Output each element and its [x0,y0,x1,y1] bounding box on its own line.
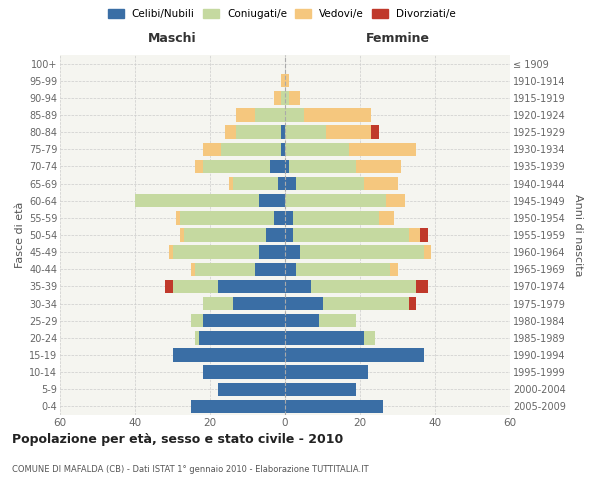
Bar [285,126,326,139]
Bar [424,246,431,259]
Bar [191,314,203,328]
Bar [203,142,221,156]
Bar [274,211,285,224]
Bar [285,160,289,173]
Bar [180,228,184,241]
Y-axis label: Fasce di età: Fasce di età [14,202,25,268]
Bar [285,331,364,344]
Bar [319,314,356,328]
Bar [293,211,379,224]
Bar [281,74,285,88]
Bar [285,382,356,396]
Bar [409,297,416,310]
Bar [296,177,364,190]
Bar [255,108,285,122]
Bar [390,262,398,276]
Bar [191,400,285,413]
Bar [285,211,293,224]
Bar [285,142,349,156]
Bar [323,297,409,310]
Bar [221,142,281,156]
Bar [169,246,173,259]
Bar [311,280,416,293]
Bar [285,366,367,379]
Bar [274,91,281,104]
Bar [293,228,409,241]
Bar [184,228,266,241]
Text: Maschi: Maschi [148,32,197,44]
Bar [270,160,285,173]
Bar [218,382,285,396]
Bar [277,177,285,190]
Bar [173,280,218,293]
Bar [135,194,259,207]
Y-axis label: Anni di nascita: Anni di nascita [572,194,583,276]
Bar [326,126,371,139]
Bar [281,142,285,156]
Bar [165,280,173,293]
Bar [173,348,285,362]
Bar [386,194,405,207]
Bar [173,246,259,259]
Bar [203,160,270,173]
Bar [349,142,416,156]
Bar [195,160,203,173]
Bar [296,262,390,276]
Bar [416,280,427,293]
Bar [285,228,293,241]
Bar [225,126,236,139]
Bar [195,331,199,344]
Legend: Celibi/Nubili, Coniugati/e, Vedovi/e, Divorziati/e: Celibi/Nubili, Coniugati/e, Vedovi/e, Di… [107,8,457,20]
Bar [300,246,424,259]
Bar [199,331,285,344]
Bar [285,177,296,190]
Bar [203,297,233,310]
Bar [236,126,281,139]
Bar [364,177,398,190]
Bar [285,297,323,310]
Bar [255,262,285,276]
Text: Popolazione per età, sesso e stato civile - 2010: Popolazione per età, sesso e stato civil… [12,432,343,446]
Bar [281,91,285,104]
Bar [259,194,285,207]
Bar [195,262,255,276]
Bar [203,366,285,379]
Bar [285,194,386,207]
Bar [420,228,427,241]
Bar [176,211,180,224]
Bar [371,126,379,139]
Bar [285,348,424,362]
Bar [364,331,375,344]
Text: COMUNE DI MAFALDA (CB) - Dati ISTAT 1° gennaio 2010 - Elaborazione TUTTITALIA.IT: COMUNE DI MAFALDA (CB) - Dati ISTAT 1° g… [12,466,368,474]
Bar [233,177,277,190]
Bar [266,228,285,241]
Bar [285,262,296,276]
Bar [180,211,274,224]
Bar [229,177,233,190]
Bar [289,91,300,104]
Bar [379,211,394,224]
Bar [304,108,371,122]
Bar [409,228,420,241]
Text: Femmine: Femmine [365,32,430,44]
Bar [218,280,285,293]
Bar [259,246,285,259]
Bar [356,160,401,173]
Bar [285,314,319,328]
Bar [285,74,289,88]
Bar [236,108,255,122]
Bar [191,262,195,276]
Bar [285,280,311,293]
Bar [281,126,285,139]
Bar [285,91,289,104]
Bar [203,314,285,328]
Bar [285,108,304,122]
Bar [233,297,285,310]
Bar [289,160,356,173]
Bar [285,246,300,259]
Bar [285,400,383,413]
